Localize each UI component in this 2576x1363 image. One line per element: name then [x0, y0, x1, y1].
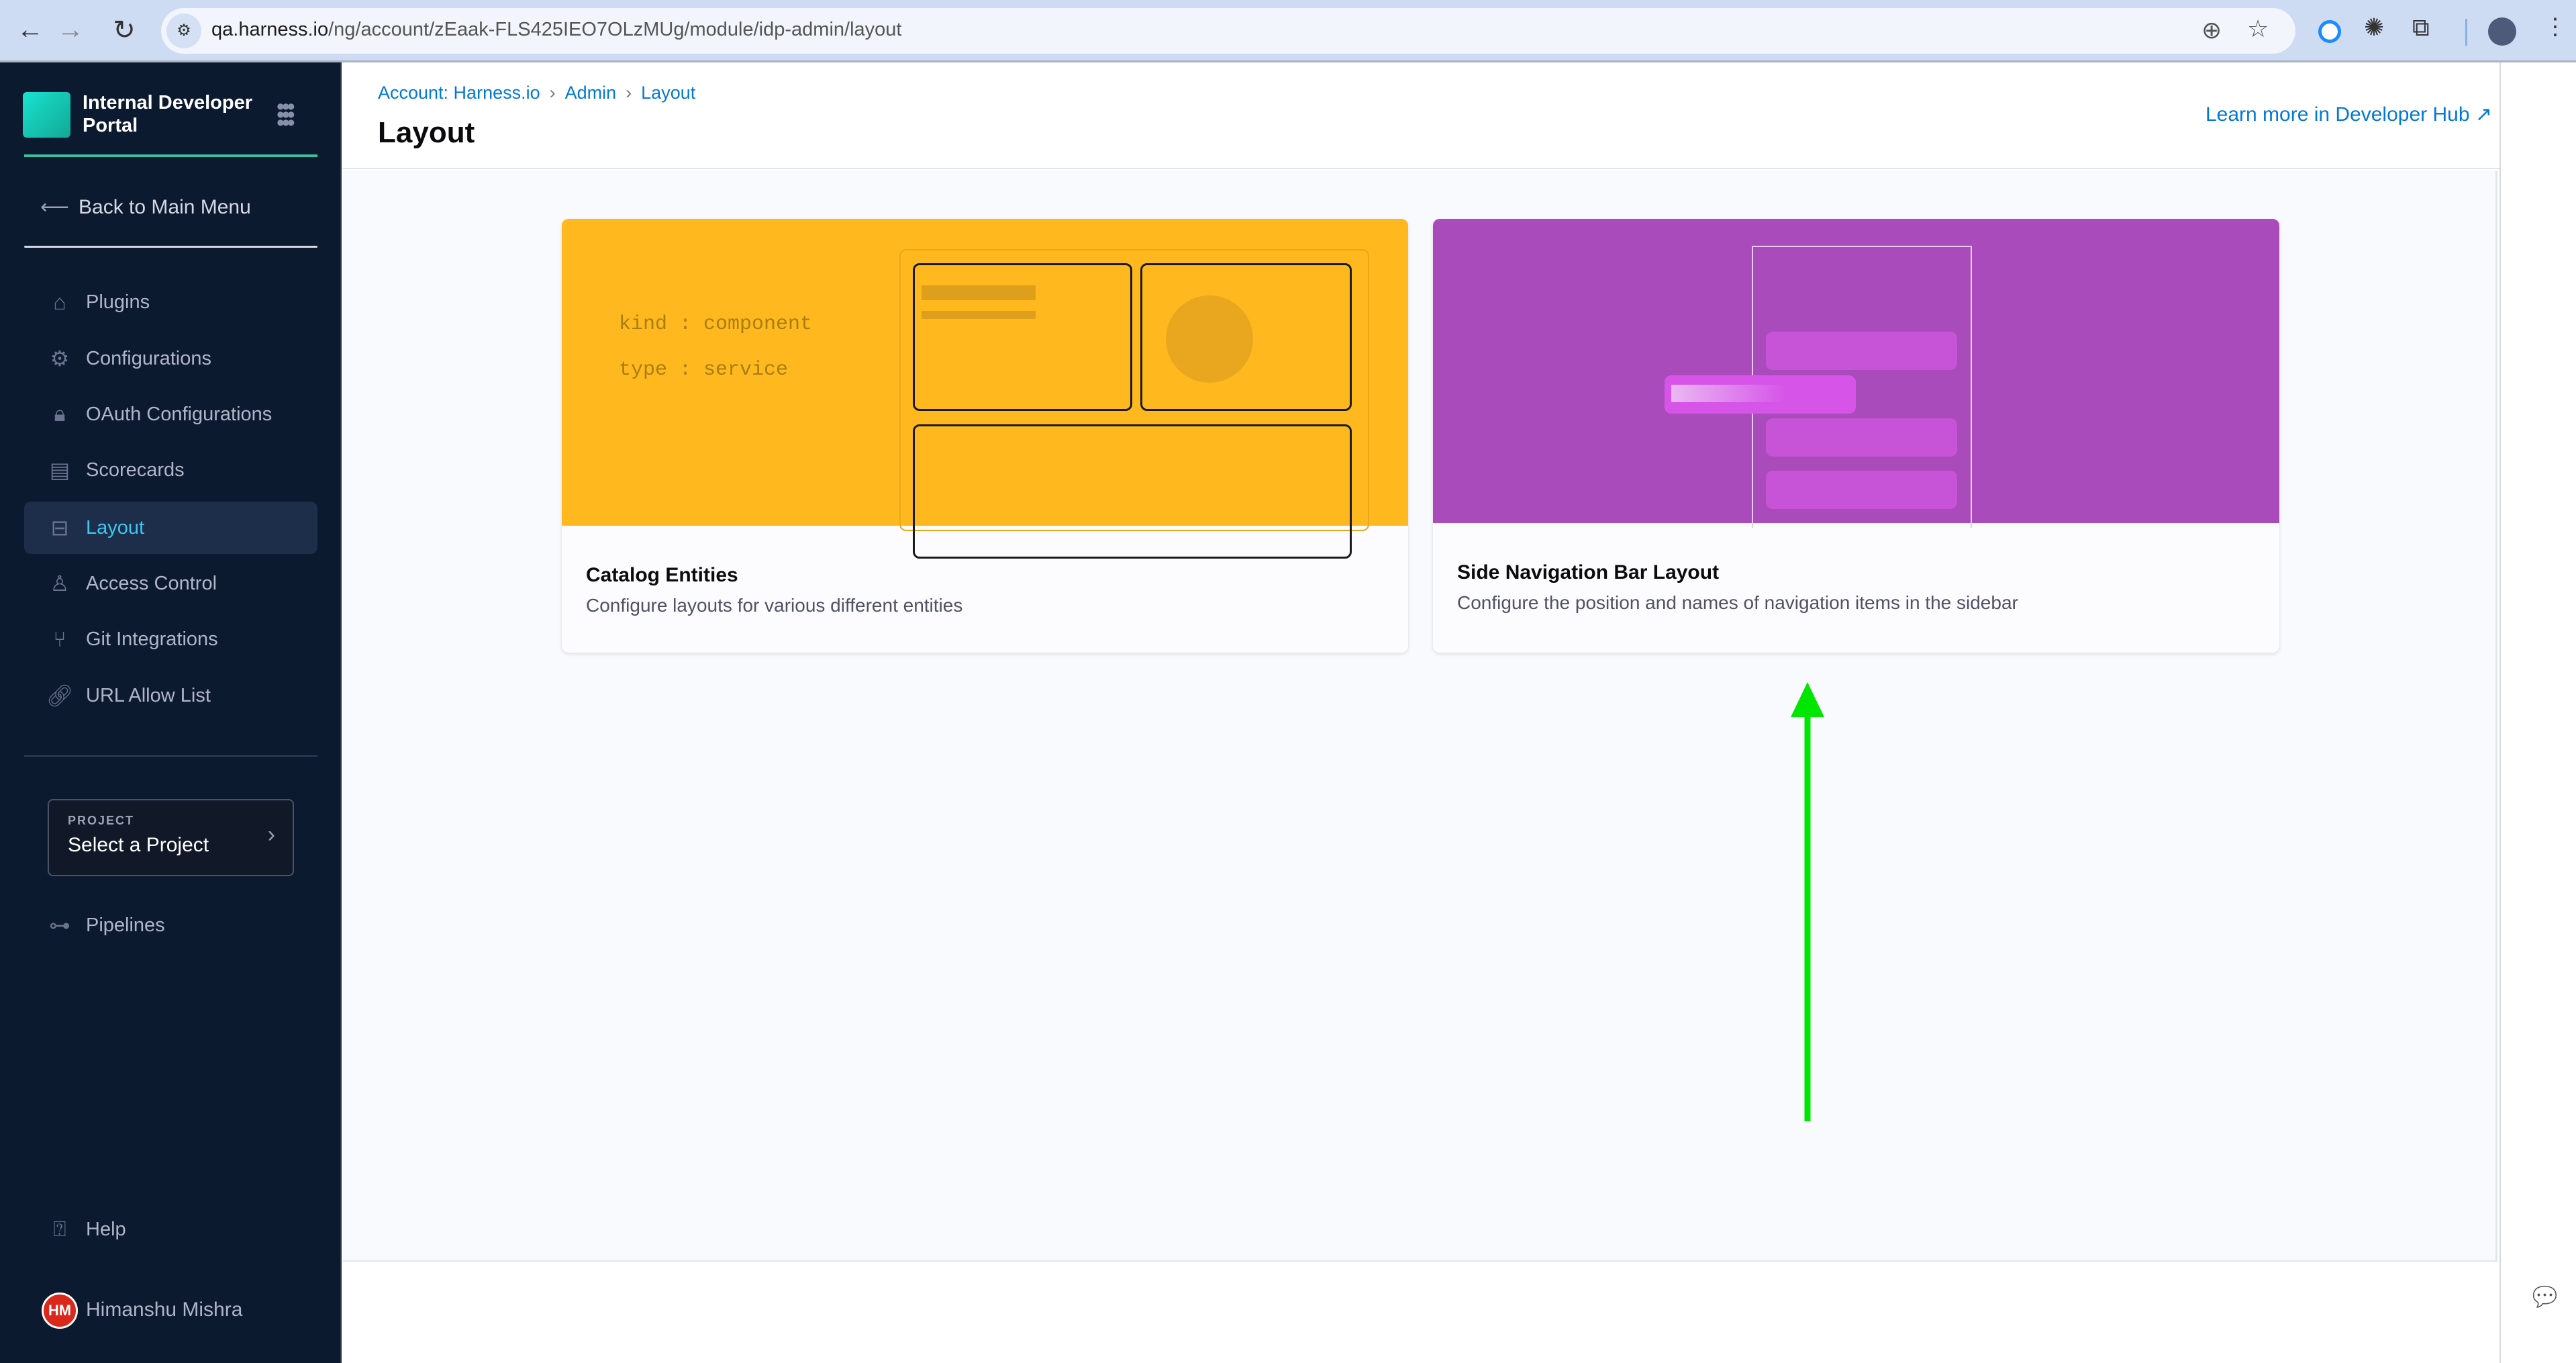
divider [24, 246, 317, 248]
scorecard-icon: ▤ [49, 458, 70, 482]
sidebar: Internal Developer Portal ••• ••• ••• ⟵ Bac… [0, 62, 342, 1363]
sidebar-item-label: OAuth Configurations [86, 403, 273, 425]
sidebar-item-label: Access Control [86, 572, 217, 594]
card-side-navigation-bar-layout[interactable]: Side Navigation Bar Layout Configure the… [1433, 219, 2279, 653]
site-settings-icon[interactable]: ⚙ [166, 13, 201, 48]
address-bar[interactable]: ⚙ qa.harness.io/ng/account/zEaak-FLS425I… [161, 8, 2295, 54]
chevron-right-icon: › [267, 822, 275, 847]
chevron-right-icon: › [626, 83, 632, 103]
project-selector[interactable]: PROJECT Select a Project › [48, 799, 294, 876]
card-description: Configure the position and names of navi… [1457, 592, 2018, 613]
back-icon[interactable]: ← [17, 15, 44, 44]
code-line: type : service [619, 359, 789, 381]
annotation-arrow [1791, 682, 1824, 1121]
catalog-illustration: kind : component type : service [562, 219, 1408, 559]
idp-logo [23, 92, 70, 138]
module-accent-line [24, 154, 317, 157]
forward-icon[interactable]: → [57, 15, 84, 44]
extension-icon[interactable]: ✺ [2364, 13, 2385, 41]
right-panel: 💬︎ [2499, 62, 2576, 1363]
project-value: Select a Project [68, 834, 209, 856]
arrow-left-icon: ⟵ [40, 196, 70, 218]
sidebar-item-scorecards[interactable]: ▤ Scorecards [24, 444, 317, 496]
sidebar-item-oauth-configurations[interactable]: 🔒︎ OAuth Configurations [24, 388, 317, 440]
help-icon: ⍰ [53, 1217, 66, 1241]
breadcrumb: Account: Harness.io › Admin › Layout [378, 83, 695, 103]
back-to-main-menu[interactable]: ⟵ Back to Main Menu [40, 195, 251, 219]
gears-icon: ⚙ [50, 346, 70, 371]
help-label: Help [86, 1218, 126, 1240]
card-catalog-entities[interactable]: kind : component type : service Catalog … [562, 219, 1408, 653]
user-avatar[interactable]: HM [42, 1292, 78, 1329]
sidebar-item-label: Layout [86, 516, 145, 538]
layout-icon: ⊟ [50, 516, 69, 540]
sidebar-item-label: URL Allow List [86, 684, 211, 706]
toolbar-divider [2465, 19, 2467, 46]
star-icon[interactable]: ☆ [2247, 15, 2269, 42]
help-button[interactable]: ⍰ Help [24, 1203, 317, 1256]
pipelines-icon: ⊶ [49, 913, 70, 937]
reload-icon[interactable]: ↻ [113, 15, 136, 45]
sidebar-item-pipelines[interactable]: ⊶ Pipelines [24, 899, 317, 951]
card-description: Configure layouts for various different … [586, 595, 963, 616]
learn-more-label: Learn more in Developer Hub [2205, 103, 2470, 126]
extensions-puzzle-icon[interactable]: ⧉ [2412, 13, 2430, 41]
profile-avatar[interactable] [2488, 17, 2516, 46]
zoom-icon[interactable]: ⊕ [2201, 16, 2222, 44]
card-title: Catalog Entities [586, 564, 738, 586]
page-title: Layout [378, 116, 475, 149]
sidebar-item-label: Git Integrations [86, 628, 218, 650]
sidebar-item-url-allow-list[interactable]: 🔗︎ URL Allow List [24, 669, 317, 722]
side-nav-illustration [1433, 219, 2279, 528]
breadcrumb-layout[interactable]: Layout [641, 83, 696, 103]
menu-icon[interactable]: ⋮ [2544, 14, 2567, 40]
module-title: Internal Developer Portal [83, 92, 253, 136]
sidebar-item-label: Plugins [86, 291, 150, 313]
sidebar-item-git-integrations[interactable]: ⑂ Git Integrations [24, 613, 317, 665]
divider [24, 755, 317, 757]
sidebar-item-label: Scorecards [86, 459, 185, 481]
code-line: kind : component [619, 313, 813, 336]
password-manager-icon[interactable] [2318, 20, 2341, 43]
link-icon: 🔗︎ [46, 684, 74, 708]
learn-more-link[interactable]: Learn more in Developer Hub ↗ [2206, 103, 2492, 126]
sidebar-item-plugins[interactable]: ⌂ Plugins [24, 276, 317, 328]
git-icon: ⑂ [53, 626, 66, 651]
breadcrumb-admin[interactable]: Admin [564, 83, 617, 103]
user-name[interactable]: Himanshu Mishra [86, 1299, 243, 1321]
back-label: Back to Main Menu [79, 196, 251, 218]
sidebar-item-label: Pipelines [86, 914, 165, 936]
sidebar-item-label: Configurations [86, 347, 211, 369]
sidebar-item-layout[interactable]: ⊟ Layout [24, 502, 317, 554]
browser-toolbar: ← → ↻ ⚙ qa.harness.io/ng/account/zEaak-F… [0, 0, 2576, 62]
card-title: Side Navigation Bar Layout [1457, 561, 1720, 583]
sidebar-item-access-control[interactable]: ♙ Access Control [24, 557, 317, 610]
app-grid-icon[interactable]: ••• ••• ••• [277, 94, 295, 136]
lock-icon: 🔒︎ [54, 402, 66, 426]
breadcrumb-account[interactable]: Account: Harness.io [378, 83, 540, 103]
chat-icon[interactable]: 💬︎ [2528, 1282, 2562, 1312]
project-label: PROJECT [68, 814, 135, 827]
puzzle-icon: ⌂ [53, 289, 66, 314]
user-icon: ♙ [50, 571, 70, 596]
chevron-right-icon: › [549, 83, 556, 103]
sidebar-item-configurations[interactable]: ⚙ Configurations [24, 332, 317, 385]
external-link-icon: ↗ [2475, 103, 2492, 126]
page-header: Account: Harness.io › Admin › Layout Layout … [343, 62, 2518, 169]
url-host: qa.harness.io [211, 19, 329, 40]
url-path: /ng/account/zEaak-FLS425IEO7OLzMUg/modul… [328, 19, 902, 40]
